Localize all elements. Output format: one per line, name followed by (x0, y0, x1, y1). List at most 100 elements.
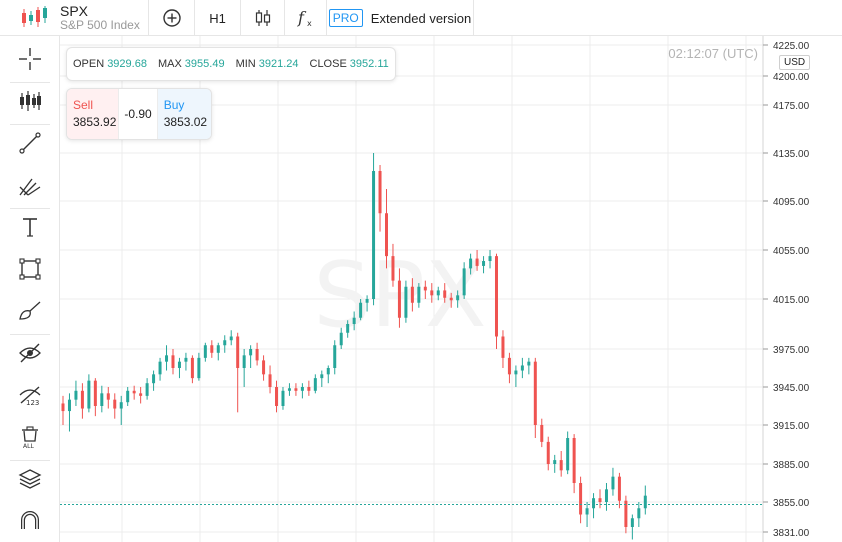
chart-type-button[interactable] (240, 0, 284, 36)
candle (617, 472, 621, 509)
sell-button[interactable]: Sell 3853.92 (67, 89, 119, 139)
candle-body (514, 370, 518, 375)
candle (333, 340, 337, 375)
candle (365, 295, 369, 312)
timeframe-button[interactable]: H1 (194, 0, 240, 36)
candle-body (326, 368, 330, 375)
candle (553, 454, 557, 473)
candle-body (404, 286, 408, 318)
buy-label: Buy (163, 98, 185, 112)
hide-labels-button[interactable]: 123 (0, 374, 59, 416)
y-tick-label: 4175.00 (773, 101, 810, 112)
candle-body (559, 460, 563, 471)
candle-body (61, 403, 65, 412)
candle (320, 370, 324, 387)
candle (462, 262, 466, 299)
candle (482, 256, 486, 274)
candle-body (572, 438, 576, 483)
candle-body (242, 355, 246, 368)
candle (294, 383, 298, 396)
candle (436, 286, 440, 301)
candle (378, 165, 382, 232)
candle-body (501, 336, 505, 358)
indicators-tool-button[interactable] (0, 80, 59, 122)
price-chart[interactable]: SPX 4225.004200.004175.004135.004095.004… (60, 36, 842, 542)
candle-body (359, 302, 363, 318)
brush-icon (18, 301, 40, 320)
brush-tool-button[interactable] (0, 290, 59, 332)
text-tool-button[interactable] (0, 206, 59, 248)
hide-drawings-button[interactable] (0, 332, 59, 374)
trade-panel: Sell 3853.92 -0.90 Buy 3853.02 (66, 88, 212, 140)
delete-drawings-button[interactable]: ALL (0, 416, 59, 458)
candle (61, 395, 65, 425)
candle (443, 283, 447, 303)
candle-body (158, 361, 162, 375)
close-label: CLOSE (309, 58, 347, 70)
candle (287, 383, 291, 396)
crosshair-icon (18, 48, 41, 70)
candle-body (139, 393, 143, 396)
candle (313, 374, 317, 394)
drawing-toolbar: 123 ALL (0, 36, 60, 542)
server-time: 02:12:07 (UTC) (668, 46, 758, 61)
candle-body (462, 268, 466, 296)
candle-body (177, 361, 181, 368)
add-symbol-button[interactable] (148, 0, 194, 36)
candle-body (540, 425, 544, 442)
magnet-button[interactable] (0, 500, 59, 542)
candle (152, 370, 156, 391)
rectangle-icon (18, 258, 41, 280)
candle-body (190, 357, 194, 379)
candle (404, 280, 408, 323)
candle (630, 514, 634, 540)
fib-tool-button[interactable] (0, 164, 59, 206)
candle-body (592, 498, 596, 509)
candle (223, 335, 227, 353)
candle (165, 345, 169, 371)
candle (190, 355, 194, 384)
candle-body (275, 387, 279, 406)
candle (585, 502, 589, 527)
candle (236, 332, 240, 413)
spread-value: -0.90 (118, 89, 158, 139)
magnet-icon (20, 511, 39, 529)
fib-icon (18, 178, 40, 196)
candle (139, 387, 143, 404)
price-axis: 4225.00 4200.00 4175.00 4135.00 4095.00 4055.… (763, 41, 810, 539)
crosshair-button[interactable] (0, 38, 59, 80)
candle-body (281, 390, 285, 406)
candle-body (210, 345, 214, 353)
candle-body (475, 258, 479, 266)
candle-body (197, 357, 201, 379)
logo-icon (22, 6, 47, 27)
candle (268, 365, 272, 394)
symbol-ticker[interactable]: SPX (60, 3, 89, 19)
candle (93, 378, 97, 417)
candle (417, 283, 421, 308)
candle (559, 451, 563, 477)
candle-body (553, 460, 557, 464)
buy-button[interactable]: Buy 3853.02 (157, 89, 211, 139)
rectangle-tool-button[interactable] (0, 248, 59, 290)
min-value: 3921.24 (258, 58, 299, 70)
sell-price: 3853.92 (73, 115, 117, 129)
candle-body (80, 390, 84, 409)
y-tick-label: 4095.00 (773, 197, 810, 208)
extended-version-button[interactable]: PRO Extended version (326, 0, 474, 36)
candle (197, 352, 201, 381)
candle (572, 434, 576, 494)
hide-drawings-icon (18, 343, 41, 363)
candle (229, 330, 233, 346)
candle-body (313, 378, 317, 391)
trend-line-button[interactable] (0, 122, 59, 164)
candle-body (391, 256, 395, 281)
candle (507, 352, 511, 384)
candle-body (456, 295, 460, 301)
sell-label: Sell (73, 98, 94, 112)
candle-body (132, 390, 136, 394)
layers-button[interactable] (0, 458, 59, 500)
